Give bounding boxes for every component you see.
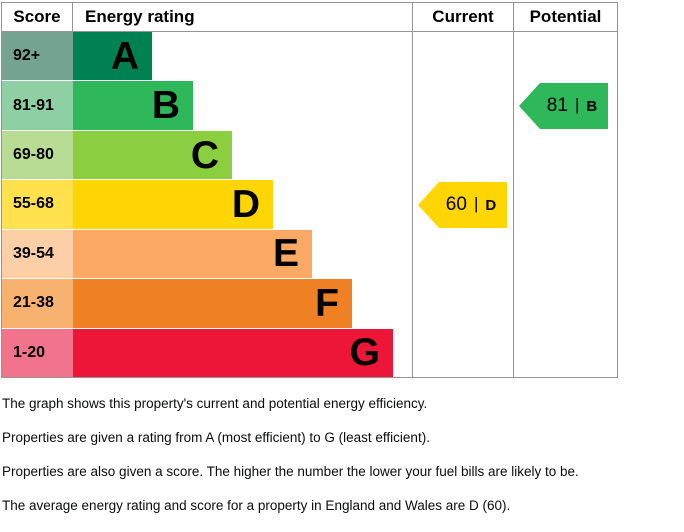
rating-letter: D (231, 182, 260, 226)
band-row-d: 55-68 D (2, 179, 412, 229)
chart-description: The graph shows this property's current … (2, 396, 662, 532)
rating-bar: E (73, 229, 312, 279)
score-cell: 81-91 (2, 81, 73, 130)
band-row-c: 69-80 C (2, 129, 412, 180)
rating-letter: F (315, 281, 339, 325)
energy-rating-chart: Score Energy rating Current Potential 92… (1, 2, 618, 378)
score-cell: 39-54 (2, 229, 73, 279)
score-cell: 21-38 (2, 279, 73, 328)
potential-column: 81 | B (513, 32, 617, 377)
potential-arrow-label: 81 | B (519, 82, 609, 130)
header-energy-rating: Energy rating (85, 7, 195, 26)
potential-letter: B (586, 97, 598, 115)
score-cell: 1-20 (2, 328, 73, 377)
current-column: 60 | D (412, 32, 513, 377)
rating-bar: F (73, 279, 352, 328)
rating-bar: C (73, 130, 232, 180)
rating-bands: 92+ A 81-91 B 69-80 C 55-68 D 39-54 E 21… (2, 32, 412, 377)
rating-letter: C (190, 133, 219, 177)
rating-letter: B (151, 84, 180, 128)
chart-header-row: Score Energy rating Current Potential (2, 3, 617, 32)
rating-letter: G (349, 331, 380, 375)
band-row-e: 39-54 E (2, 228, 412, 279)
current-rating-arrow: 60 | D (418, 181, 508, 229)
header-score: Score (2, 3, 73, 31)
band-row-b: 81-91 B (2, 80, 412, 130)
header-current: Current (412, 3, 513, 31)
potential-score: 81 (546, 95, 568, 116)
rating-letter: E (272, 232, 299, 276)
potential-rating-arrow: 81 | B (519, 82, 609, 130)
band-row-f: 21-38 F (2, 278, 412, 328)
score-cell: 92+ (2, 32, 73, 81)
band-row-a: 92+ A (2, 32, 412, 81)
header-potential: Potential (513, 3, 617, 31)
rating-bar: D (73, 180, 273, 229)
rating-bar: B (73, 81, 193, 130)
description-line: The average energy rating and score for … (2, 498, 511, 513)
chart-body: 92+ A 81-91 B 69-80 C 55-68 D 39-54 E 21… (2, 32, 617, 377)
rating-letter: A (110, 34, 139, 78)
left-arrow-shape-icon (519, 83, 608, 129)
description-line: Properties are given a rating from A (mo… (2, 430, 430, 445)
separator: | (574, 95, 580, 114)
description-line: The graph shows this property's current … (2, 396, 428, 411)
rating-bar: A (73, 32, 152, 81)
current-score: 60 (445, 194, 467, 215)
band-row-g: 1-20 G (2, 327, 412, 377)
score-cell: 69-80 (2, 130, 73, 180)
separator: | (473, 194, 479, 213)
current-letter: D (485, 196, 497, 214)
current-arrow-label: 60 | D (418, 181, 508, 229)
description-line: Properties are also given a score. The h… (2, 464, 579, 479)
left-arrow-shape-icon (418, 182, 507, 228)
rating-bar: G (73, 328, 393, 377)
score-cell: 55-68 (2, 180, 73, 229)
